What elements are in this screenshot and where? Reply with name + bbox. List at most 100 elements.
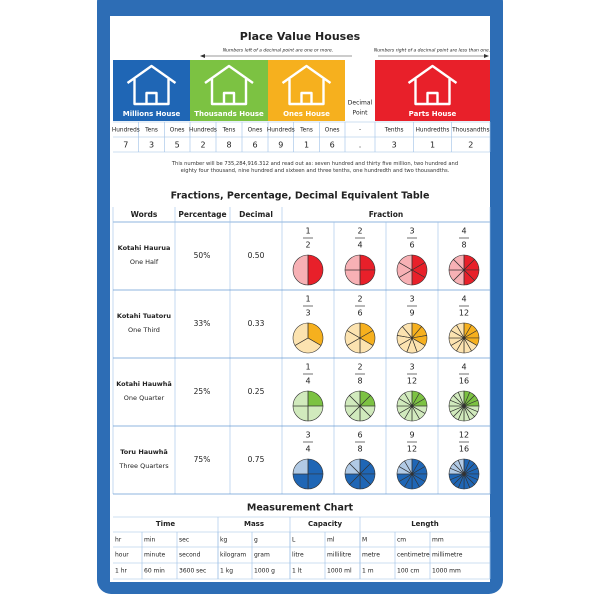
- note: Numbers right of a decimal point are les…: [374, 48, 490, 54]
- row-decimal: 0.25: [248, 387, 265, 396]
- unit-abbr: hr: [115, 537, 122, 544]
- pie-segment: [457, 458, 465, 475]
- house-block: [190, 60, 268, 121]
- digit: 1: [430, 141, 435, 150]
- pie-segment: [344, 254, 361, 271]
- denominator: 9: [409, 309, 414, 318]
- pie-segment: [307, 254, 324, 286]
- digit: 2: [468, 141, 473, 150]
- digit: 5: [175, 141, 180, 150]
- numerator: 4: [461, 227, 466, 236]
- row-percentage: 33%: [194, 319, 211, 328]
- house-label: Millions House: [123, 110, 181, 118]
- house-label: Ones House: [283, 110, 330, 118]
- house-icon: [204, 64, 254, 106]
- unit-value: 1 lt: [292, 568, 302, 575]
- pie-segment: [292, 254, 309, 286]
- unit-value: 1 m: [362, 568, 374, 575]
- unit-abbr: M: [362, 537, 367, 544]
- unit-name: millilitre: [327, 552, 352, 559]
- column-header: Hundreds: [267, 128, 295, 134]
- denominator: 6: [357, 309, 362, 318]
- pie-segment: [292, 458, 309, 475]
- column-header: Hundredths: [416, 128, 450, 134]
- pie-segment: [457, 390, 465, 407]
- pie-segment: [292, 322, 309, 346]
- column-header: Tenths: [384, 128, 404, 134]
- digit: 8: [226, 141, 231, 150]
- digit: 6: [252, 141, 257, 150]
- house-block: [375, 60, 490, 121]
- denominator: 12: [459, 309, 469, 318]
- column-header: Tens: [222, 128, 236, 134]
- unit-abbr: ml: [327, 537, 335, 544]
- pie-segment: [452, 254, 465, 271]
- note: Numbers left of a decimal point are one …: [223, 48, 334, 54]
- group-name: Capacity: [308, 520, 342, 528]
- unit-abbr: cm: [397, 537, 406, 544]
- unit-abbr: L: [292, 537, 296, 544]
- numerator: 3: [409, 363, 414, 372]
- numerator: 2: [357, 227, 362, 236]
- pie-segment: [348, 458, 361, 475]
- unit-value: 1000 mm: [432, 568, 461, 575]
- digit: 9: [278, 141, 283, 150]
- denominator: 3: [305, 309, 310, 318]
- pie-segment: [348, 390, 361, 407]
- denominator: 16: [459, 377, 469, 386]
- row-english: One Half: [130, 258, 159, 266]
- numerator: 2: [357, 295, 362, 304]
- unit-abbr: min: [144, 537, 156, 544]
- pie-segment: [294, 337, 322, 354]
- digit: 6: [330, 141, 335, 150]
- unit-name: minute: [144, 552, 165, 559]
- column-header: -: [359, 128, 361, 134]
- table-header: Percentage: [178, 210, 226, 219]
- denominator: 4: [305, 377, 310, 386]
- denominator: 4: [357, 241, 362, 250]
- row-decimal: 0.50: [248, 251, 265, 260]
- group-name: Length: [411, 520, 439, 528]
- unit-name: second: [179, 552, 201, 559]
- digit: 2: [200, 141, 205, 150]
- decimal-point-label: Decimal: [348, 100, 373, 107]
- digit: .: [359, 141, 362, 150]
- denominator: 2: [305, 241, 310, 250]
- denominator: 6: [409, 241, 414, 250]
- house-block: [113, 60, 190, 121]
- numerator: 6: [357, 431, 362, 440]
- unit-name: kilogram: [220, 552, 246, 559]
- column-header: Ones: [325, 128, 340, 134]
- numerator: 4: [461, 295, 466, 304]
- row-decimal: 0.33: [248, 319, 265, 328]
- digit: 3: [149, 141, 154, 150]
- column-header: Hundreds: [112, 128, 140, 134]
- unit-value: 1000 ml: [327, 568, 352, 575]
- row-words: Kotahi Hauwhā: [116, 380, 171, 388]
- numerator: 3: [305, 431, 310, 440]
- unit-name: gram: [254, 552, 270, 559]
- description: This number will be 735,284,916.312 and …: [172, 161, 458, 174]
- row-english: One Quarter: [124, 394, 165, 402]
- row-percentage: 25%: [194, 387, 211, 396]
- row-words: Kotahi Tuatoru: [117, 312, 172, 320]
- table-header: Decimal: [239, 210, 273, 219]
- denominator: 12: [407, 377, 417, 386]
- digit: 7: [123, 141, 128, 150]
- pie-segment: [404, 390, 413, 408]
- header-row: [113, 207, 490, 222]
- digit: 1: [304, 141, 309, 150]
- group-name: Mass: [244, 520, 264, 528]
- column-header: Tens: [299, 128, 313, 134]
- table-header: Fraction: [369, 210, 404, 219]
- unit-value: 3600 sec: [179, 568, 206, 575]
- house-icon: [407, 64, 458, 106]
- numerator: 3: [409, 295, 414, 304]
- section-title: Fractions, Percentage, Decimal Equivalen…: [171, 191, 430, 202]
- pie-segment: [346, 322, 361, 339]
- arrow-head: [484, 54, 489, 58]
- row-words: Kotahi Haurua: [118, 244, 171, 252]
- unit-name: metre: [362, 552, 380, 559]
